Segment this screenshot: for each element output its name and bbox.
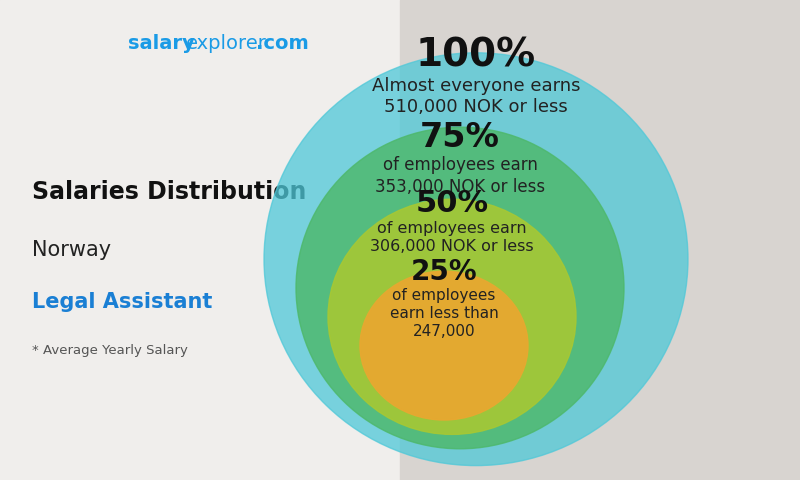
Text: salary: salary	[128, 34, 194, 53]
Text: Legal Assistant: Legal Assistant	[32, 292, 212, 312]
Text: .com: .com	[256, 34, 309, 53]
Text: of employees
earn less than
247,000: of employees earn less than 247,000	[390, 288, 498, 339]
Text: Norway: Norway	[32, 240, 111, 260]
Text: 100%: 100%	[416, 36, 536, 74]
Text: 75%: 75%	[420, 120, 500, 154]
Bar	[0, 0, 400, 480]
Ellipse shape	[360, 271, 528, 420]
Bar	[400, 0, 800, 480]
Text: * Average Yearly Salary: * Average Yearly Salary	[32, 344, 188, 357]
Text: 25%: 25%	[410, 258, 478, 286]
Text: of employees earn
306,000 NOK or less: of employees earn 306,000 NOK or less	[370, 221, 534, 254]
Text: of employees earn
353,000 NOK or less: of employees earn 353,000 NOK or less	[375, 156, 545, 195]
Ellipse shape	[264, 53, 688, 466]
Text: 50%: 50%	[415, 190, 489, 218]
Text: explorer: explorer	[186, 34, 266, 53]
Ellipse shape	[328, 199, 576, 434]
Bar	[0, 0, 400, 480]
Ellipse shape	[296, 127, 624, 449]
Text: Almost everyone earns
510,000 NOK or less: Almost everyone earns 510,000 NOK or les…	[372, 77, 580, 116]
Text: Salaries Distribution: Salaries Distribution	[32, 180, 306, 204]
